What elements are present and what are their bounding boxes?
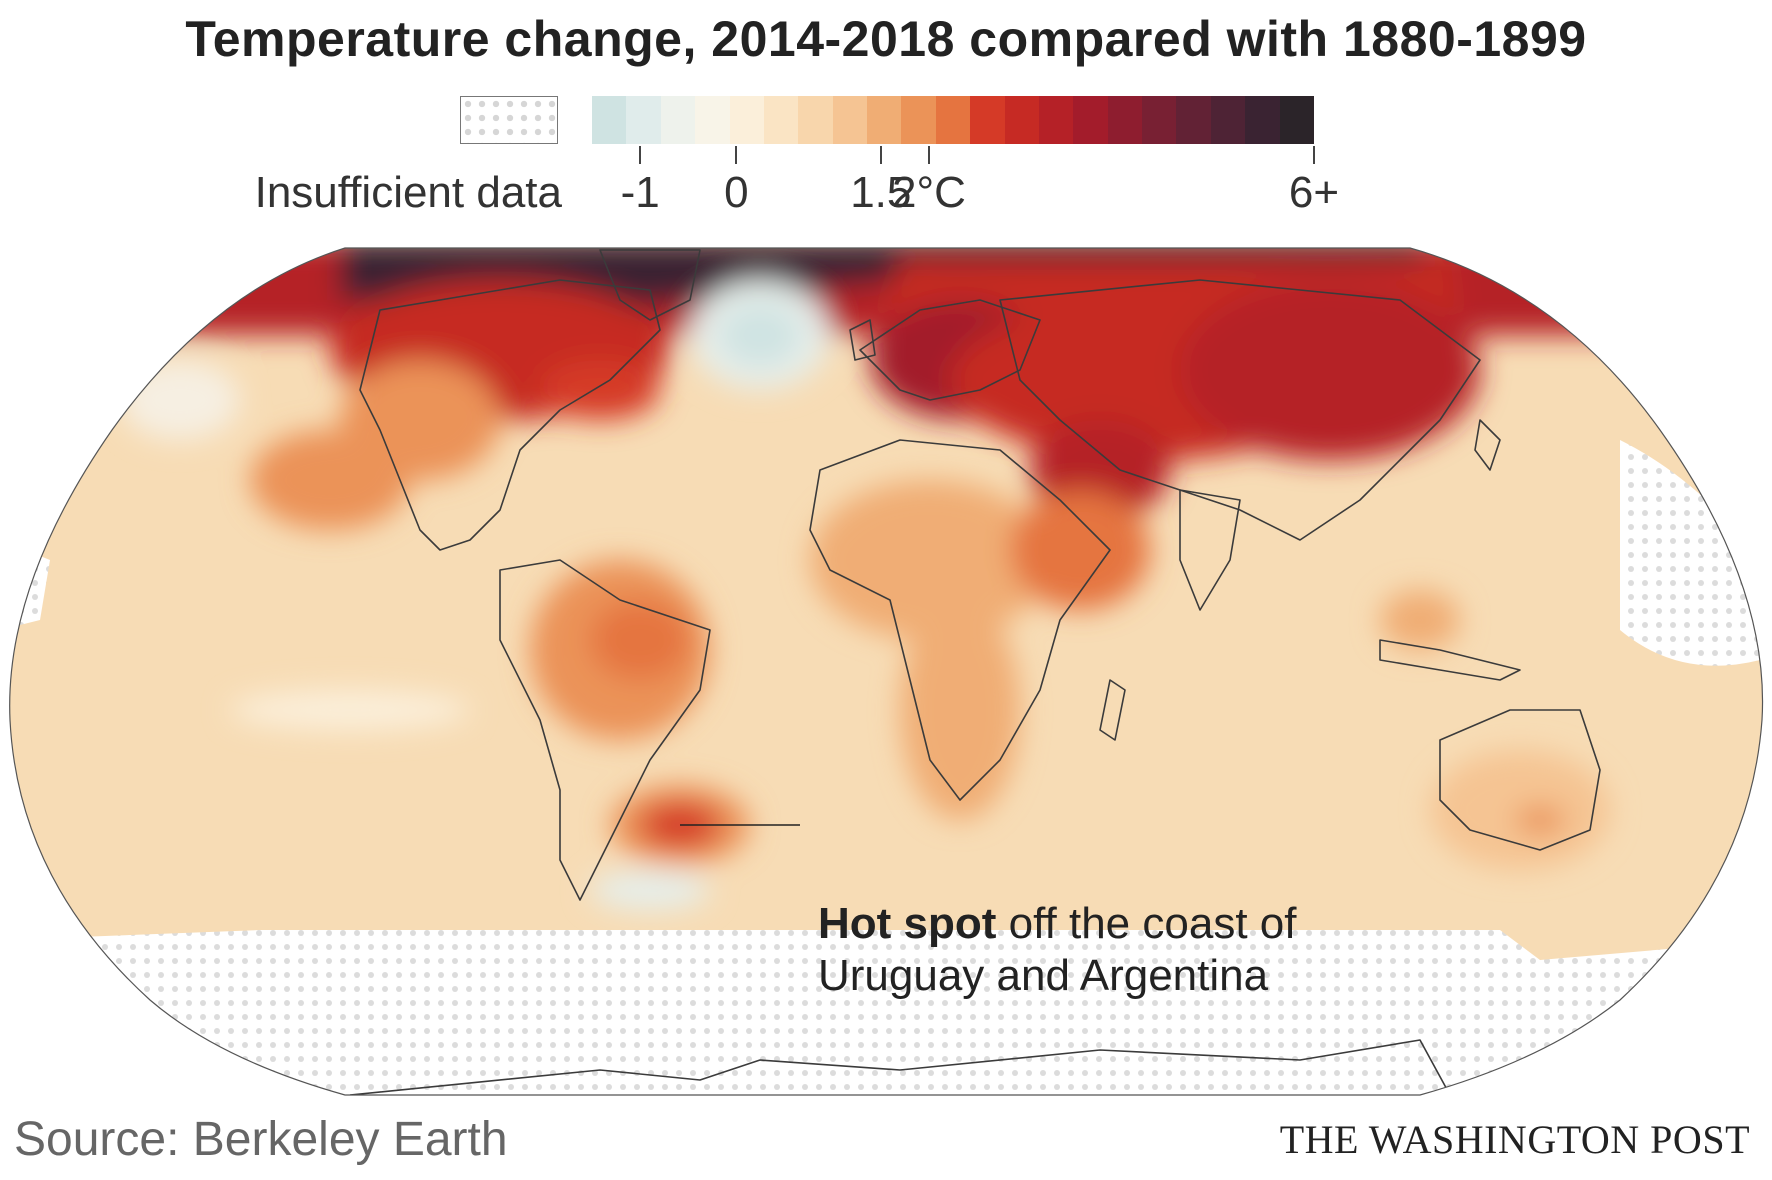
antarctic-no-data [9,930,1763,1095]
color-step-17 [1176,96,1211,144]
color-step-5 [763,96,799,144]
color-step-2 [660,96,696,144]
legend: Insufficient data -1 0 1.5 2°C 6+ [0,92,1772,222]
color-scale-bar [592,96,1314,144]
africa-outline [809,439,1111,801]
source-note: Source: Berkeley Earth [14,1113,508,1166]
scale-tick-label-2: 1.5 [850,168,912,217]
map-frame [9,247,1764,1096]
temperature-field [9,248,1763,910]
color-step-4 [729,96,764,144]
scale-tick-0 [639,146,642,164]
scale-tick-3 [927,146,930,164]
pacific-no-data [1620,440,1760,666]
scale-tick-1 [735,146,738,164]
insufficient-data-label: Insufficient data [254,168,562,217]
south-america-outline [499,559,711,901]
color-step-14 [1073,96,1108,144]
color-step-18 [1210,96,1246,144]
color-step-3 [695,96,730,144]
color-step-8 [867,96,902,144]
color-step-13 [1038,96,1074,144]
map-body [9,248,1763,1095]
scale-tick-label-1: 0 [724,168,749,217]
scale-tick-2 [879,146,882,164]
asia-outline [999,279,1481,541]
color-step-6 [798,96,833,144]
coastlines [349,249,1601,1095]
hot-spot-label-line1: off the coast of [1008,899,1297,948]
hot-spot-label-line2: Uruguay and Argentina [818,951,1269,1000]
uk-outline [849,319,876,361]
color-step-7 [832,96,867,144]
india-outline [1179,489,1241,611]
scale-tick-4 [1313,146,1315,164]
publisher-credit: THE WASHINGTON POST [1279,1117,1750,1162]
hot-spot-annotation: Hot spot off the coast of Uruguay and Ar… [818,898,1296,1002]
world-map [0,240,1772,1110]
greenland-outline [599,249,701,321]
world-map-svg [9,247,1764,1096]
scale-tick-label-3: 2°C [892,168,966,217]
australia-outline [1439,709,1601,851]
hot-spot-label-bold: Hot spot [818,899,997,948]
color-step-9 [901,96,936,144]
indonesia-outline [1379,639,1521,681]
insufficient-data-swatch [460,96,558,144]
antarctica-outline [349,1039,1451,1095]
color-step-0 [592,96,627,144]
madagascar-outline [1099,679,1126,741]
color-step-11 [970,96,1005,144]
color-step-12 [1004,96,1039,144]
color-step-1 [626,96,661,144]
scale-tick-label-4: 6+ [1288,168,1340,217]
color-step-19 [1245,96,1280,144]
japan-outline [1474,419,1501,471]
color-step-10 [935,96,971,144]
scale-tick-label-0: -1 [620,168,660,217]
color-step-20 [1279,96,1314,144]
color-step-16 [1142,96,1177,144]
europe-outline [859,299,1041,401]
chart-title: Temperature change, 2014-2018 compared w… [185,11,1587,67]
north-america-outline [359,279,661,551]
color-step-15 [1107,96,1142,144]
